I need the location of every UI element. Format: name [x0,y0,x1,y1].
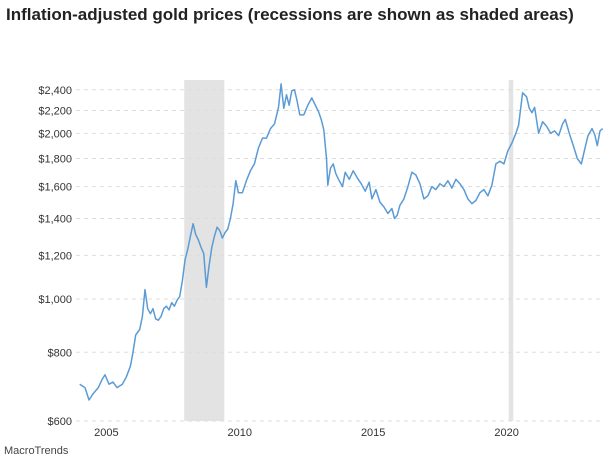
recession-band-1 [508,80,514,421]
series-line-0 [79,83,604,401]
recession-shading-layer [184,80,514,421]
y-tick-label-0: $600 [48,416,72,428]
y-tick-label-8: $2,200 [38,106,72,118]
y-tick-label-7: $2,000 [38,128,72,140]
recession-band-0 [184,80,225,421]
chart-title: Inflation-adjusted gold prices (recessio… [6,5,574,24]
x-tick-label-1: 2010 [228,427,252,439]
y-tick-label-6: $1,800 [38,153,72,165]
source-label: MacroTrends [4,445,69,457]
y-tick-label-4: $1,400 [38,214,72,226]
y-tick-label-2: $1,000 [38,294,72,306]
x-tick-label-3: 2020 [494,427,518,439]
y-tick-label-3: $1,200 [38,250,72,262]
x-tick-label-2: 2015 [361,427,385,439]
series-layer [79,83,604,401]
y-tick-label-1: $800 [48,347,72,359]
grid-layer [68,89,604,422]
x-tick-label-0: 2005 [94,427,118,439]
x-tick-labels: 2005 2010 2015 2020 [94,427,519,439]
y-tick-label-9: $2,400 [38,85,72,97]
y-tick-label-5: $1,600 [38,182,72,194]
y-tick-labels: $600 $800 $1,000 $1,200 $1,400 $1,600 $1,800 $2… [38,85,72,428]
